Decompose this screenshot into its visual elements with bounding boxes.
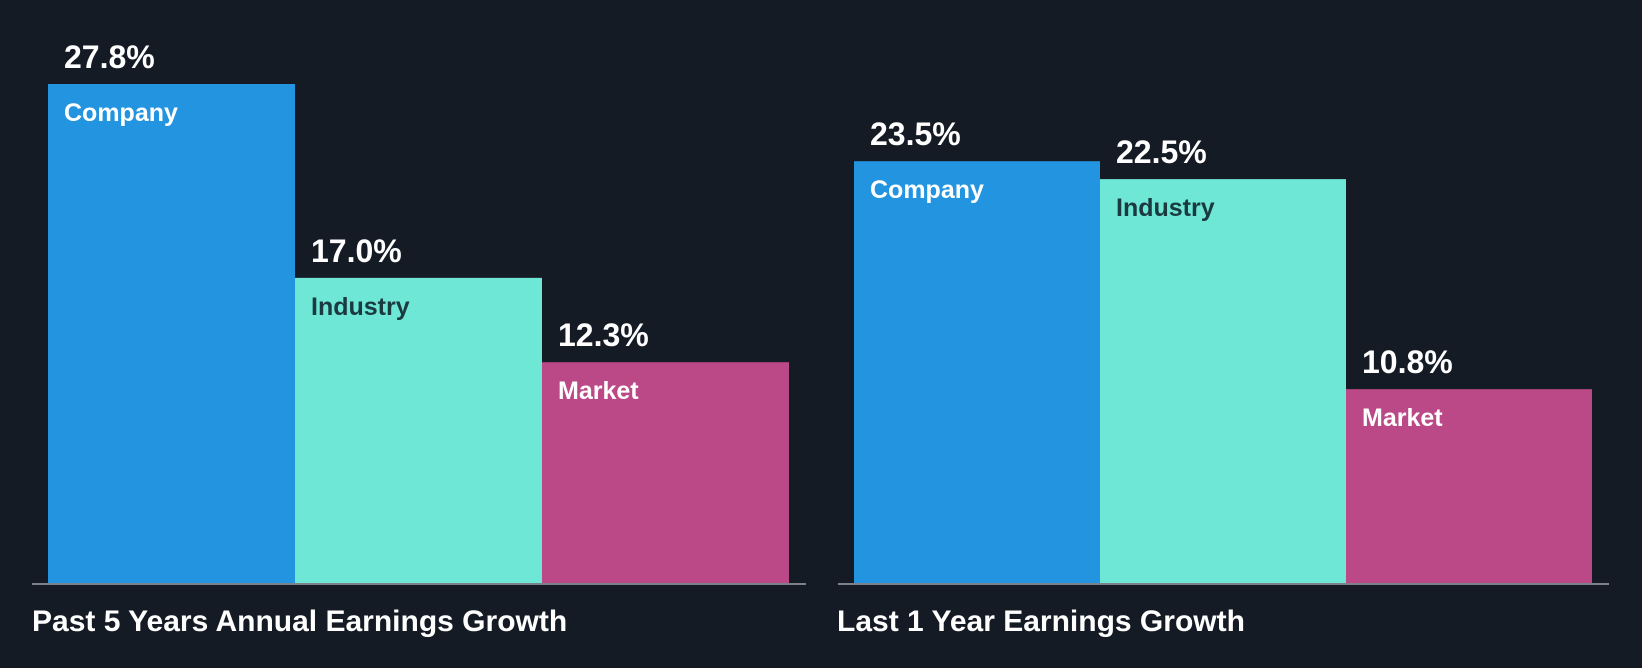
value-label-1-market: 10.8%	[1362, 344, 1453, 380]
bar-1-industry	[1100, 179, 1346, 583]
bar-0-industry	[295, 277, 542, 583]
value-label-1-company: 23.5%	[870, 116, 961, 152]
bar-1-market	[1346, 389, 1592, 583]
value-label-0-market: 12.3%	[558, 317, 649, 353]
category-label-0-market: Market	[558, 377, 639, 405]
bar-1-company	[854, 161, 1100, 583]
category-label-0-company: Company	[64, 99, 178, 127]
bar-0-company	[48, 84, 295, 583]
value-label-0-industry: 17.0%	[311, 233, 402, 269]
category-label-1-company: Company	[870, 176, 984, 204]
category-label-0-industry: Industry	[311, 293, 410, 321]
chart-title-past-5-years: Past 5 Years Annual Earnings Growth	[32, 605, 568, 638]
value-label-0-company: 27.8%	[64, 39, 155, 75]
chart-title-last-1-year: Last 1 Year Earnings Growth	[837, 605, 1245, 638]
category-label-1-industry: Industry	[1116, 194, 1215, 222]
category-label-1-market: Market	[1362, 404, 1443, 432]
value-label-1-industry: 22.5%	[1116, 134, 1207, 170]
bar-0-market	[542, 362, 789, 583]
